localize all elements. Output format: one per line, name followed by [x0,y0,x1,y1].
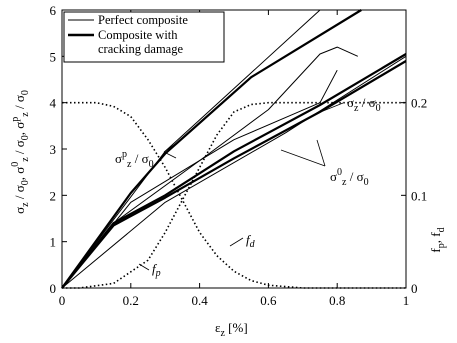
annotation-sigma-p: σpz / σ0 [115,149,154,170]
damage-curve-5 [61,53,407,289]
x-tick-label: 0 [59,293,66,308]
f-p-curve [62,101,406,289]
x-tick-label: 0.6 [260,293,277,308]
annotation-f-d-leader [229,237,244,247]
y-right-tick-label: 0.1 [411,188,427,203]
damage-curve-6 [61,60,407,289]
annotation-sigma-z: σz / σ0 [347,95,381,114]
legend-label-perfect: Perfect composite [98,13,188,27]
y-left-tick-label: 5 [50,49,57,64]
annotation-sigma-0-leader-2 [280,149,326,167]
svg-text:fp, fd: fp, fd [428,227,447,252]
annotation-sigma-p-leader-1 [163,141,179,153]
annotation-sigma-z-leader [317,102,344,114]
damage-curve-4 [61,9,362,289]
legend-label-damage-line1: Composite with [98,28,178,42]
x-tick-label: 0.8 [329,293,345,308]
y-left-tick-label: 0 [50,281,57,296]
x-axis-title: εz [%] [215,320,248,339]
legend-label-damage-line2: cracking damage [98,42,183,56]
series-layer [61,9,407,289]
x-tick-label: 0.2 [123,293,139,308]
y-left-tick-label: 4 [50,96,57,111]
y-left-tick-label: 1 [50,235,57,250]
annotation-f-d: fd [246,232,256,250]
y-left-tick-label: 6 [50,3,57,18]
y-axis-title-left: σz / σ0, σ0z / σ0, σpz / σ0 [10,90,31,214]
legend: Perfect composite Composite with crackin… [63,11,225,63]
annotations: σz / σ0 σpz / σ0 σ0z / σ0 fd fp [115,95,381,279]
annotation-sigma-0-leader-1 [316,139,326,167]
svg-text:σz / σ0, σ0z / σ0, σpz / σ0: σz / σ0, σ0z / σ0, σpz / σ0 [10,90,31,214]
y-right-tick-label: 0.2 [411,96,427,111]
x-tick-label: 0.4 [191,293,208,308]
y-left-tick-label: 3 [50,142,57,157]
annotation-sigma-0: σ0z / σ0 [330,167,369,188]
perfect-curve-3 [61,55,407,289]
annotation-f-p-leader [138,263,150,271]
y-axis-title-right: fp, fd [428,227,447,252]
x-tick-label: 1 [403,293,410,308]
annotation-sigma-p-leader-2 [163,151,177,159]
y-left-tick-label: 2 [50,188,57,203]
y-right-tick-label: 0 [411,281,418,296]
annotation-f-p: fp [152,261,161,279]
f-d-curve [62,101,406,289]
